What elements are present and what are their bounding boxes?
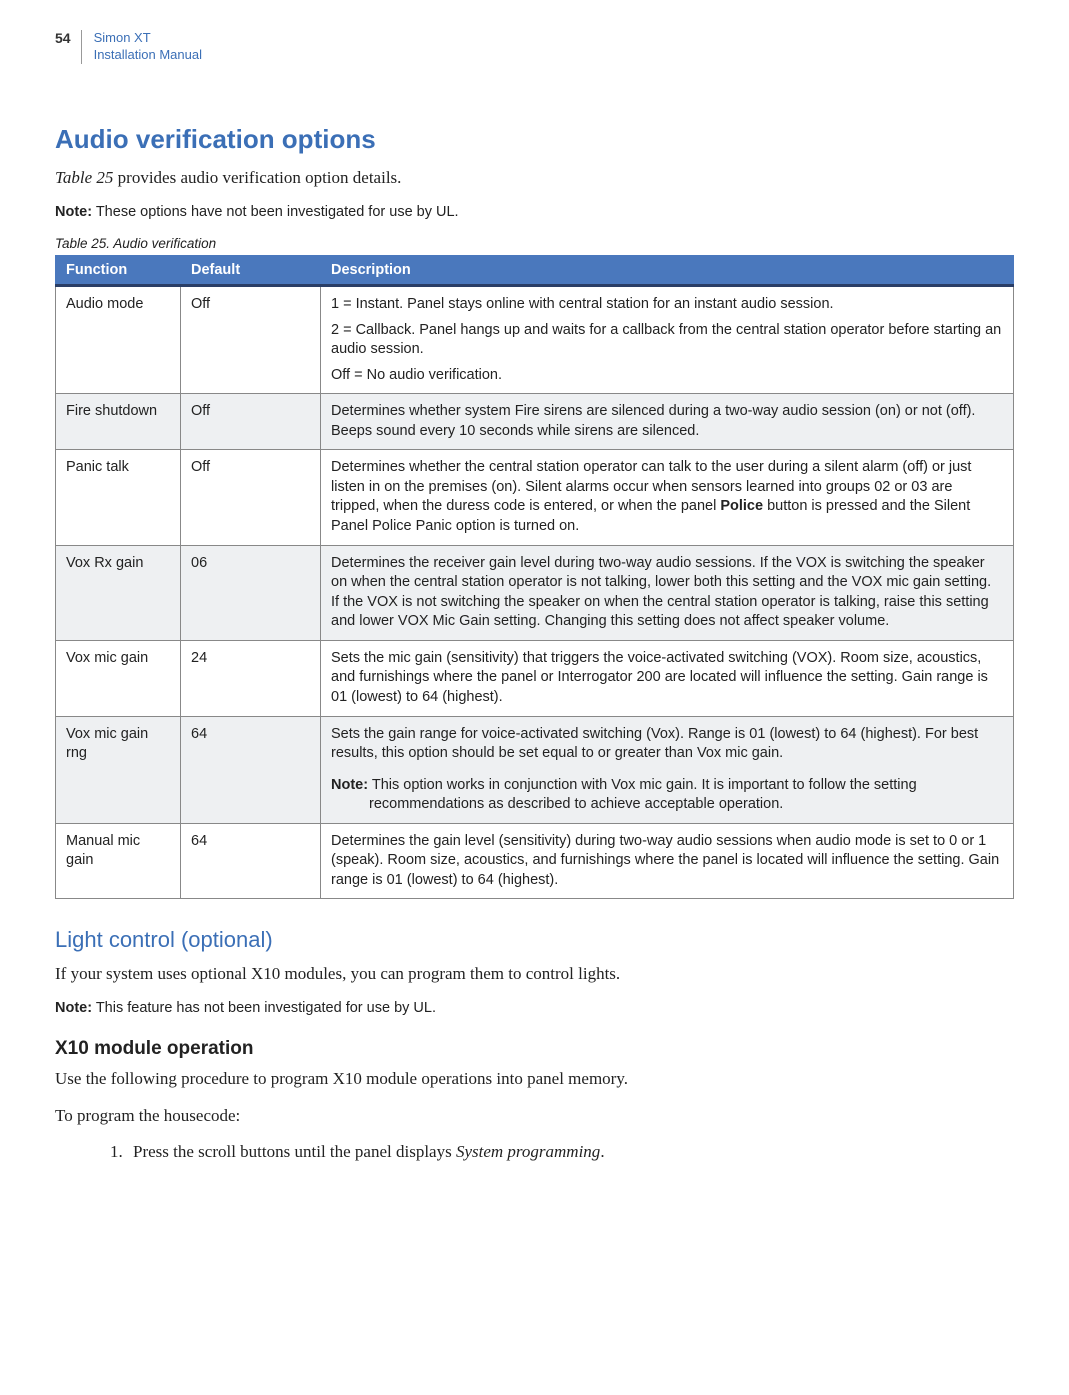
note-text: These options have not been investigated… bbox=[92, 204, 459, 220]
header-title-line1: Simon XT bbox=[94, 30, 202, 47]
header-divider bbox=[81, 30, 82, 64]
cell-description: Sets the gain range for voice-activated … bbox=[321, 716, 1014, 823]
table-row: Panic talkOffDetermines whether the cent… bbox=[56, 450, 1014, 545]
cell-function: Vox Rx gain bbox=[56, 545, 181, 640]
table-row: Fire shutdownOffDetermines whether syste… bbox=[56, 394, 1014, 450]
cell-function: Panic talk bbox=[56, 450, 181, 545]
section1-intro-ref: Table 25 bbox=[55, 168, 113, 187]
section-heading-audio: Audio verification options bbox=[55, 124, 1014, 155]
step1-prefix: Press the scroll buttons until the panel… bbox=[133, 1142, 456, 1161]
cell-description: Determines the gain level (sensitivity) … bbox=[321, 823, 1014, 899]
table-row: Vox mic gain24Sets the mic gain (sensiti… bbox=[56, 640, 1014, 716]
header-titles: Simon XT Installation Manual bbox=[94, 30, 202, 64]
table-row: Manual mic gain64Determines the gain lev… bbox=[56, 823, 1014, 899]
cell-function: Audio mode bbox=[56, 285, 181, 393]
cell-description: Determines whether system Fire sirens ar… bbox=[321, 394, 1014, 450]
x10-p1: Use the following procedure to program X… bbox=[55, 1068, 1014, 1091]
table-row: Vox Rx gain06Determines the receiver gai… bbox=[56, 545, 1014, 640]
cell-description: Determines the receiver gain level durin… bbox=[321, 545, 1014, 640]
table-row: Audio modeOff1 = Instant. Panel stays on… bbox=[56, 285, 1014, 393]
section1-note: Note: These options have not been invest… bbox=[55, 204, 1014, 220]
step1-italic: System programming bbox=[456, 1142, 600, 1161]
section2-note: Note: This feature has not been investig… bbox=[55, 1000, 1014, 1016]
note-text-2: This feature has not been investigated f… bbox=[92, 1000, 436, 1016]
section1-intro: Table 25 provides audio verification opt… bbox=[55, 167, 1014, 190]
section-heading-light: Light control (optional) bbox=[55, 927, 1014, 953]
cell-function: Manual mic gain bbox=[56, 823, 181, 899]
step-1: Press the scroll buttons until the panel… bbox=[127, 1142, 1014, 1162]
cell-function: Vox mic gain rng bbox=[56, 716, 181, 823]
cell-default: 06 bbox=[181, 545, 321, 640]
x10-heading: X10 module operation bbox=[55, 1038, 1014, 1060]
cell-default: 64 bbox=[181, 716, 321, 823]
th-description: Description bbox=[321, 255, 1014, 285]
table-row: Vox mic gain rng64Sets the gain range fo… bbox=[56, 716, 1014, 823]
housecode-steps: Press the scroll buttons until the panel… bbox=[55, 1142, 1014, 1162]
page-header: 54 Simon XT Installation Manual bbox=[55, 30, 1014, 64]
cell-default: Off bbox=[181, 450, 321, 545]
note-label-2: Note: bbox=[55, 1000, 92, 1016]
cell-default: 64 bbox=[181, 823, 321, 899]
cell-default: Off bbox=[181, 285, 321, 393]
section1-intro-rest: provides audio verification option detai… bbox=[113, 168, 401, 187]
cell-function: Vox mic gain bbox=[56, 640, 181, 716]
cell-default: 24 bbox=[181, 640, 321, 716]
th-function: Function bbox=[56, 255, 181, 285]
cell-description: 1 = Instant. Panel stays online with cen… bbox=[321, 285, 1014, 393]
note-label: Note: bbox=[55, 204, 92, 220]
x10-p2: To program the housecode: bbox=[55, 1105, 1014, 1128]
cell-description: Sets the mic gain (sensitivity) that tri… bbox=[321, 640, 1014, 716]
cell-function: Fire shutdown bbox=[56, 394, 181, 450]
section2-intro: If your system uses optional X10 modules… bbox=[55, 963, 1014, 986]
th-default: Default bbox=[181, 255, 321, 285]
step1-suffix: . bbox=[600, 1142, 604, 1161]
table-caption: Table 25. Audio verification bbox=[55, 236, 1014, 251]
page-number: 54 bbox=[55, 30, 81, 64]
audio-verification-table: Function Default Description Audio modeO… bbox=[55, 255, 1014, 900]
cell-default: Off bbox=[181, 394, 321, 450]
header-title-line2: Installation Manual bbox=[94, 47, 202, 64]
cell-description: Determines whether the central station o… bbox=[321, 450, 1014, 545]
